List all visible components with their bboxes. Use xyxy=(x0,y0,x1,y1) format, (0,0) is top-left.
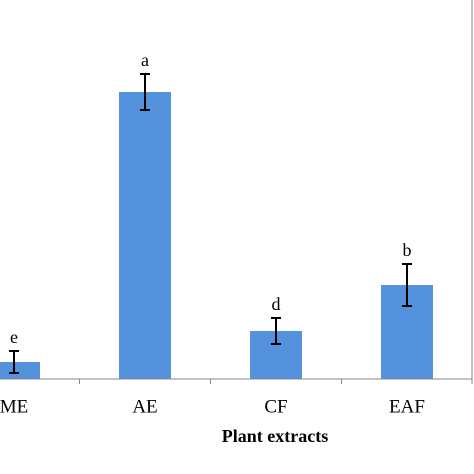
x-axis-label: Plant extracts xyxy=(222,426,328,446)
significance-letter: b xyxy=(403,240,412,260)
significance-letter: a xyxy=(141,50,149,70)
bar xyxy=(119,92,171,379)
bar xyxy=(0,362,40,379)
x-tick-label: EAF xyxy=(389,396,425,417)
x-tick-label: CF xyxy=(264,396,287,417)
x-tick-label: AE xyxy=(132,396,157,417)
significance-letter: d xyxy=(272,294,281,314)
significance-letter: e xyxy=(10,327,18,347)
x-tick-label: ME xyxy=(0,396,28,417)
